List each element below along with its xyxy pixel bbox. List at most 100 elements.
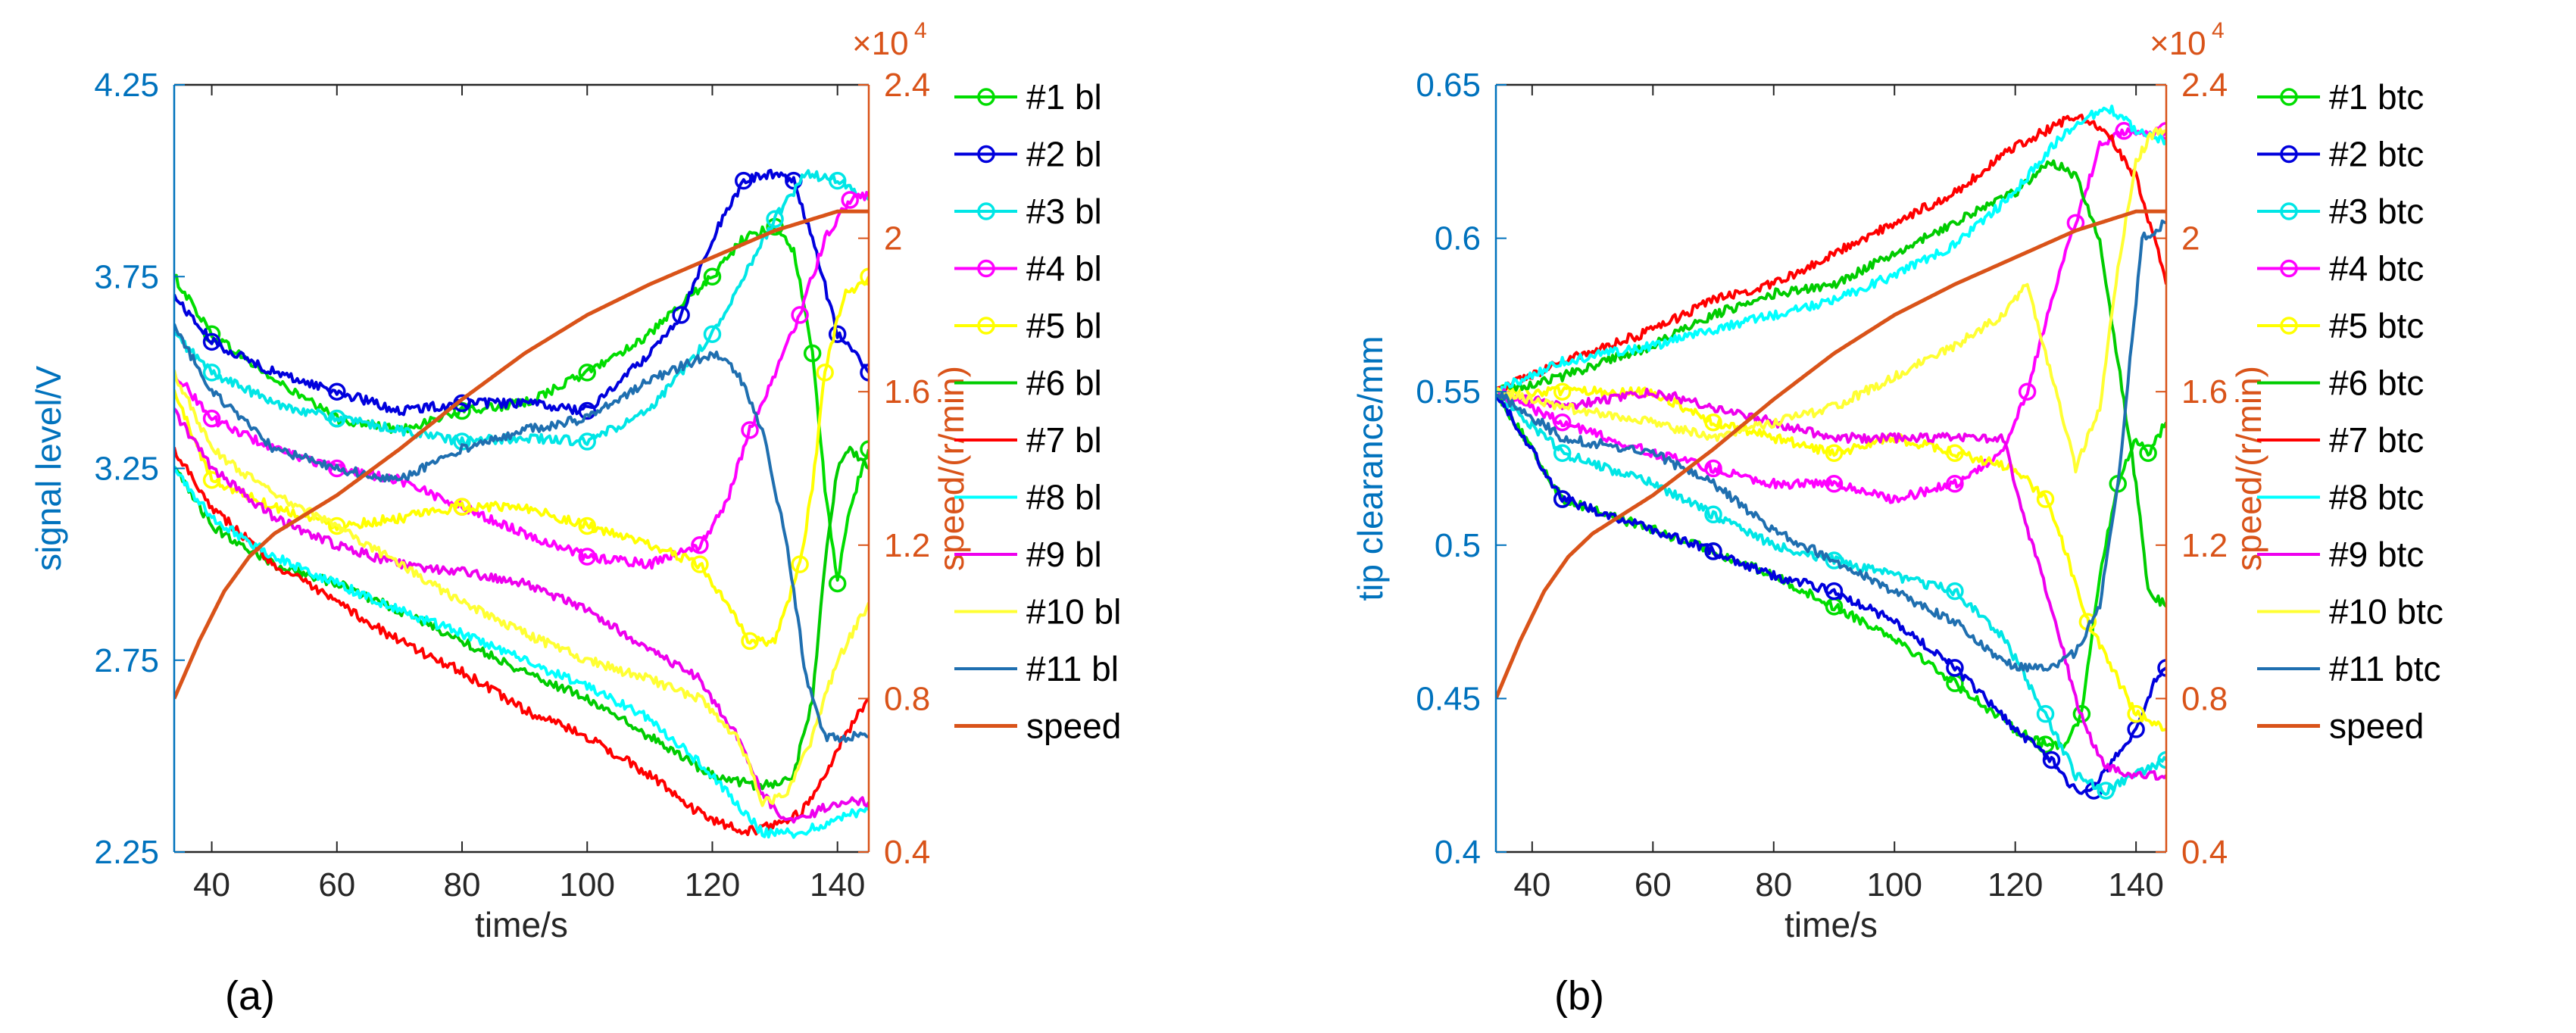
series-marker bbox=[578, 401, 596, 420]
y-left-tick-label: 3.25 bbox=[94, 451, 159, 488]
x-tick-label: 120 bbox=[1987, 866, 2043, 903]
legend-item: #11 btc bbox=[2257, 649, 2440, 688]
legend-item: #2 btc bbox=[2257, 135, 2424, 174]
legend-item: #9 bl bbox=[954, 535, 1102, 574]
y-right-tick-label: 1.2 bbox=[884, 527, 930, 564]
legend-item: #10 btc bbox=[2257, 592, 2443, 632]
x-tick-label: 40 bbox=[1513, 866, 1550, 903]
series-marker bbox=[1825, 475, 1844, 493]
legend-label: #7 btc bbox=[2329, 420, 2424, 460]
legend-marker bbox=[2280, 145, 2298, 164]
y-left-tick-label: 0.5 bbox=[1435, 527, 1481, 564]
legend-item: #1 btc bbox=[2257, 77, 2424, 117]
x-tick-label: 120 bbox=[685, 866, 740, 903]
legend-label: #2 btc bbox=[2329, 135, 2424, 174]
right-axis-exponent-power: 4 bbox=[914, 18, 927, 43]
series-marker bbox=[578, 364, 596, 382]
legend-item: #5 btc bbox=[2257, 306, 2424, 345]
series-line bbox=[174, 465, 869, 839]
series-marker bbox=[1553, 490, 1572, 508]
series-marker bbox=[202, 364, 221, 382]
x-axis-label: time/s bbox=[475, 905, 568, 944]
series-marker bbox=[691, 555, 709, 573]
series-line bbox=[1496, 219, 2166, 673]
series-marker bbox=[578, 432, 596, 451]
legend-marker bbox=[2280, 88, 2298, 106]
series-marker bbox=[741, 632, 759, 651]
legend-marker bbox=[977, 317, 995, 335]
legend-label: #11 bl bbox=[1026, 649, 1119, 688]
y-axis-right-label: speed/(r/min) bbox=[2229, 366, 2268, 571]
legend-label: #3 btc bbox=[2329, 192, 2424, 231]
series-marker bbox=[1704, 505, 1722, 524]
legend-item: #6 btc bbox=[2257, 364, 2424, 403]
series-marker bbox=[1553, 382, 1572, 401]
series-marker bbox=[735, 171, 753, 190]
series-marker bbox=[328, 409, 346, 428]
legend-label: #4 bl bbox=[1026, 249, 1102, 289]
series-marker bbox=[860, 267, 869, 286]
series-marker bbox=[828, 574, 847, 593]
y-left-tick-label: 0.45 bbox=[1416, 680, 1481, 717]
series-line bbox=[174, 168, 869, 417]
y-axis-right-label: speed/(r/min) bbox=[932, 366, 971, 571]
series-marker bbox=[1946, 582, 1964, 601]
right-axis-exponent-power: 4 bbox=[2212, 18, 2225, 43]
series-marker bbox=[578, 516, 596, 535]
series-marker bbox=[1704, 413, 1722, 432]
y-left-tick-label: 0.4 bbox=[1435, 834, 1481, 871]
series-line bbox=[1496, 105, 2166, 397]
series-marker bbox=[828, 171, 847, 190]
legend-label: #4 btc bbox=[2329, 249, 2424, 289]
series-marker bbox=[578, 548, 596, 566]
legend-item: #3 btc bbox=[2257, 192, 2424, 231]
legend-label: #2 bl bbox=[1026, 135, 1102, 174]
series-line bbox=[174, 407, 869, 824]
legend-label: #10 btc bbox=[2329, 592, 2443, 632]
y-axis-left-label: signal level/V bbox=[29, 366, 68, 571]
series-marker bbox=[1704, 542, 1722, 560]
legend-label: speed bbox=[1026, 707, 1121, 746]
series-marker bbox=[2157, 751, 2166, 769]
x-tick-label: 100 bbox=[1867, 866, 1922, 903]
y-right-tick-label: 2 bbox=[2181, 220, 2200, 257]
series-marker bbox=[202, 332, 221, 351]
y-right-tick-label: 0.4 bbox=[884, 834, 930, 871]
series-line bbox=[1496, 209, 2166, 700]
series-marker bbox=[1825, 551, 1844, 570]
series-line bbox=[174, 276, 869, 648]
y-right-tick-label: 2.4 bbox=[2181, 67, 2228, 104]
series-line bbox=[1496, 392, 2166, 796]
series-line bbox=[174, 445, 869, 791]
series-marker bbox=[2097, 782, 2115, 800]
y-right-tick-label: 1.6 bbox=[2181, 373, 2228, 410]
legend-marker bbox=[2280, 259, 2298, 278]
legend-marker bbox=[977, 145, 995, 164]
legend-label: #10 bl bbox=[1026, 592, 1121, 632]
series-line bbox=[1496, 395, 2166, 795]
series-marker bbox=[841, 191, 859, 209]
series-marker bbox=[1946, 444, 1964, 462]
series-marker bbox=[2139, 444, 2157, 462]
legend-item: #11 bl bbox=[954, 649, 1119, 688]
legend-item: speed bbox=[954, 707, 1121, 746]
y-left-tick-label: 0.65 bbox=[1416, 67, 1481, 104]
legend-item: #8 btc bbox=[2257, 478, 2424, 517]
series-marker bbox=[1825, 582, 1844, 601]
y-left-tick-label: 2.75 bbox=[94, 642, 159, 679]
panel-label: (b) bbox=[1554, 973, 1604, 1019]
series-marker bbox=[766, 210, 784, 229]
legend-marker bbox=[977, 88, 995, 106]
y-axis-left-label: tip clearance/mm bbox=[1350, 335, 1390, 601]
series-marker bbox=[2018, 382, 2037, 401]
legend-label: #9 bl bbox=[1026, 535, 1102, 574]
legend-item: #4 bl bbox=[954, 249, 1102, 289]
legend-item: #9 btc bbox=[2257, 535, 2424, 574]
legend-marker bbox=[977, 202, 995, 220]
series-marker bbox=[860, 364, 869, 382]
y-left-tick-label: 3.75 bbox=[94, 258, 159, 295]
series-marker bbox=[2157, 659, 2166, 677]
legend-label: #7 bl bbox=[1026, 420, 1102, 460]
legend-item: #2 bl bbox=[954, 135, 1102, 174]
